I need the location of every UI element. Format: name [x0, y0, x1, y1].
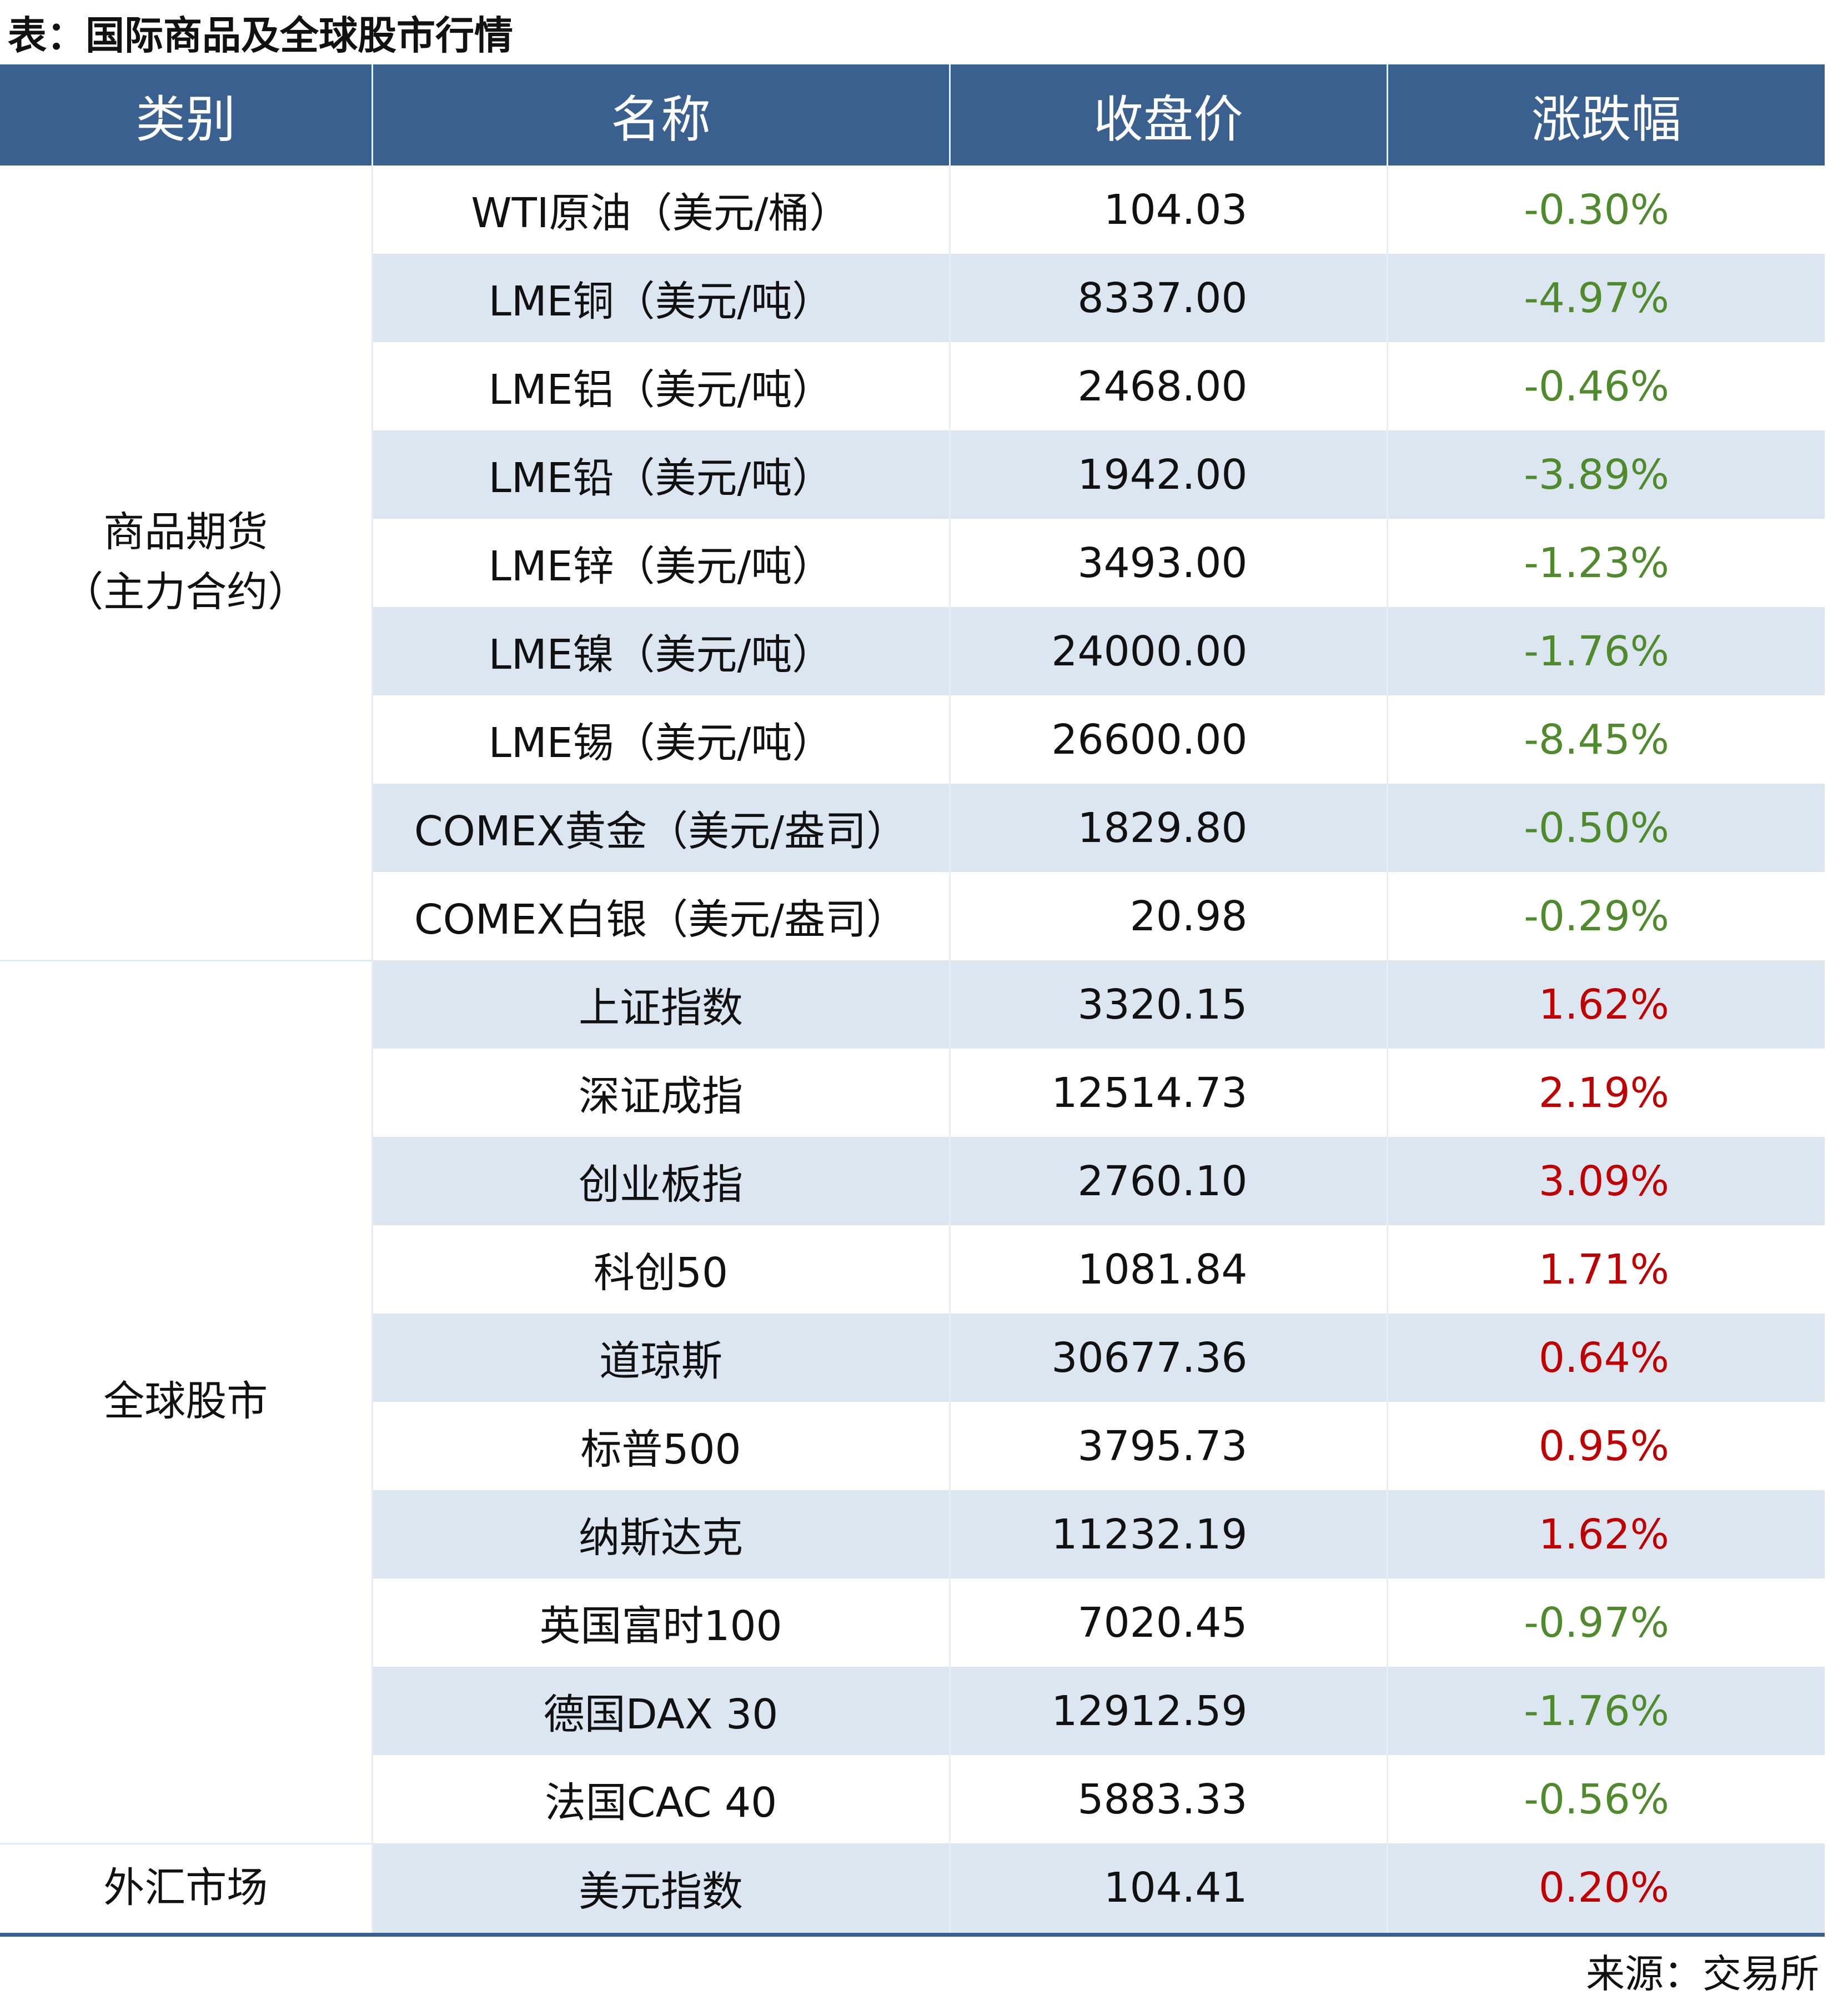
table-row: 标普500 3795.73 0.95% [0, 1402, 1825, 1490]
name-cell: WTI原油（美元/桶） [372, 166, 951, 254]
price-cell: 12514.73 [950, 1049, 1388, 1137]
name-cell: 上证指数 [372, 960, 951, 1049]
table-row: COMEX白银（美元/盎司） 20.98 -0.29% [0, 872, 1825, 960]
price-cell: 11232.19 [950, 1490, 1388, 1578]
change-cell: 1.62% [1387, 960, 1825, 1049]
change-cell: 0.64% [1387, 1314, 1825, 1402]
change-cell: 1.71% [1538, 1245, 1669, 1294]
change-cell: -0.97% [1524, 1598, 1669, 1647]
table-row: LME铅（美元/吨） 1942.00 -3.89% [0, 430, 1825, 519]
name-cell: 科创50 [372, 1225, 951, 1314]
change-cell: -0.30% [1524, 186, 1669, 234]
price-cell: 5883.33 [950, 1755, 1388, 1843]
source-note: 来源：交易所 [1586, 1951, 1819, 1997]
price-cell: 3493.00 [950, 519, 1388, 607]
name-cell: 纳斯达克 [372, 1490, 951, 1578]
table-row: LME铜（美元/吨） 8337.00 -4.97% [0, 254, 1825, 342]
header-price: 收盘价 [950, 64, 1388, 166]
change-cell: 3.09% [1387, 1137, 1825, 1225]
change-cell: 2.19% [1538, 1069, 1669, 1117]
change-cell: 1.62% [1387, 1490, 1825, 1578]
name-cell: 英国富时100 [372, 1578, 951, 1667]
price-cell: 3320.15 [950, 960, 1388, 1049]
change-cell: -0.29% [1524, 892, 1669, 940]
price-cell: 30677.36 [950, 1314, 1388, 1402]
price-cell: 8337.00 [950, 254, 1388, 342]
table-row: 商品期货 （主力合约） WTI原油（美元/桶） 104.03 -0.30% [0, 166, 1825, 961]
name-cell: LME铅（美元/吨） [372, 430, 951, 519]
table-row: LME锡（美元/吨） 26600.00 -8.45% [0, 695, 1825, 784]
name-cell: 法国CAC 40 [372, 1755, 951, 1843]
header-category: 类别 [0, 64, 373, 166]
header-name: 名称 [372, 64, 951, 166]
name-cell: LME铜（美元/吨） [372, 254, 951, 342]
price-cell: 104.41 [950, 1843, 1388, 1934]
change-cell: -0.56% [1524, 1775, 1669, 1823]
table-row: COMEX黄金（美元/盎司） 1829.80 -0.50% [0, 784, 1825, 872]
price-cell: 104.03 [950, 166, 1388, 254]
name-cell: 创业板指 [372, 1137, 951, 1225]
name-cell: LME锡（美元/吨） [372, 695, 951, 784]
header-change: 涨跌幅 [1387, 64, 1825, 166]
category-cell: 商品期货 （主力合约） [0, 166, 373, 961]
name-cell: 深证成指 [372, 1049, 951, 1137]
category-cell: 全球股市 [0, 960, 373, 1844]
price-cell: 26600.00 [950, 695, 1388, 784]
name-cell: 标普500 [372, 1402, 951, 1490]
table-row: 法国CAC 40 5883.33 -0.56% [0, 1755, 1825, 1843]
table-row: 道琼斯 30677.36 0.64% [0, 1314, 1825, 1402]
change-cell: -1.76% [1387, 1667, 1825, 1755]
market-table: 类别 名称 收盘价 涨跌幅 商品期货 （主力合约） WTI原油（美元/桶） 104.0… [0, 64, 1825, 1937]
table-row: 深证成指 12514.73 2.19% [0, 1049, 1825, 1137]
change-cell: 0.95% [1538, 1422, 1669, 1470]
table-row: LME铝（美元/吨） 2468.00 -0.46% [0, 342, 1825, 430]
table-row: LME镍（美元/吨） 24000.00 -1.76% [0, 607, 1825, 695]
name-cell: COMEX黄金（美元/盎司） [372, 784, 951, 872]
table-row: 创业板指 2760.10 3.09% [0, 1137, 1825, 1225]
change-cell: -1.23% [1524, 539, 1669, 587]
change-cell: -4.97% [1387, 254, 1825, 342]
name-cell: LME镍（美元/吨） [372, 607, 951, 695]
table-row: 英国富时100 7020.45 -0.97% [0, 1578, 1825, 1667]
table-row: LME锌（美元/吨） 3493.00 -1.23% [0, 519, 1825, 607]
name-cell: 德国DAX 30 [372, 1667, 951, 1755]
name-cell: LME锌（美元/吨） [372, 519, 951, 607]
price-cell: 7020.45 [950, 1578, 1388, 1667]
table-row: 德国DAX 30 12912.59 -1.76% [0, 1667, 1825, 1755]
name-cell: 美元指数 [372, 1843, 951, 1934]
name-cell: LME铝（美元/吨） [372, 342, 951, 430]
name-cell: COMEX白银（美元/盎司） [372, 872, 951, 960]
change-cell: -0.46% [1524, 362, 1669, 410]
change-cell: -3.89% [1387, 430, 1825, 519]
price-cell: 2760.10 [950, 1137, 1388, 1225]
table-row: 科创50 1081.84 1.71% [0, 1225, 1825, 1314]
price-cell: 20.98 [950, 872, 1388, 960]
price-cell: 1829.80 [950, 784, 1388, 872]
table-row: 外汇市场 美元指数 104.41 0.20% [0, 1843, 1825, 1936]
change-cell: -8.45% [1524, 715, 1669, 764]
name-cell: 道琼斯 [372, 1314, 951, 1402]
table-title: 表：国际商品及全球股市行情 [8, 13, 513, 58]
price-cell: 1081.84 [950, 1225, 1388, 1314]
table-row: 全球股市 上证指数 3320.15 1.62% [0, 960, 1825, 1844]
price-cell: 3795.73 [950, 1402, 1388, 1490]
change-cell: -1.76% [1387, 607, 1825, 695]
change-cell: -0.50% [1387, 784, 1825, 872]
table-row: 纳斯达克 11232.19 1.62% [0, 1490, 1825, 1578]
price-cell: 2468.00 [950, 342, 1388, 430]
price-cell: 24000.00 [950, 607, 1388, 695]
change-cell: 0.20% [1387, 1843, 1825, 1934]
price-cell: 12912.59 [950, 1667, 1388, 1755]
category-cell: 外汇市场 [0, 1843, 373, 1936]
category-line: （主力合约） [62, 568, 309, 616]
price-cell: 1942.00 [950, 430, 1388, 519]
header-row: 类别 名称 收盘价 涨跌幅 [0, 64, 1825, 166]
category-line: 商品期货 [103, 508, 268, 557]
